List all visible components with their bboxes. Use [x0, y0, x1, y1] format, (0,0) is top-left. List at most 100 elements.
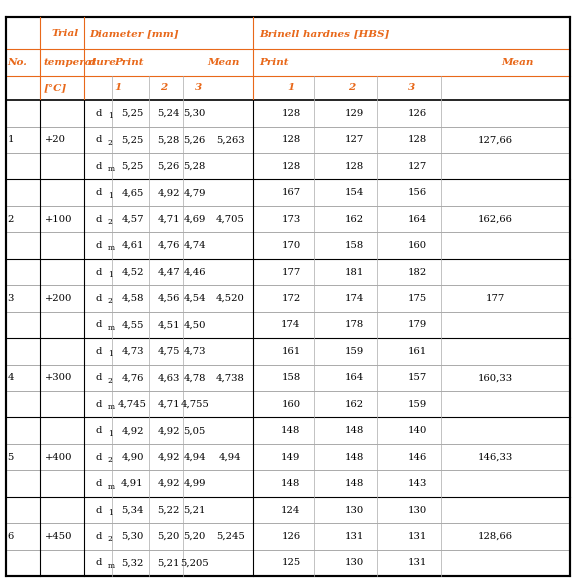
Text: 156: 156	[408, 188, 427, 197]
Text: 2: 2	[161, 83, 168, 93]
Text: 157: 157	[408, 373, 427, 382]
Text: 2: 2	[108, 139, 112, 147]
Text: 4,55: 4,55	[121, 321, 144, 329]
Text: 5,245: 5,245	[216, 532, 245, 541]
Text: 1: 1	[115, 83, 122, 93]
Text: 130: 130	[344, 559, 364, 567]
Text: 5,26: 5,26	[184, 135, 206, 144]
Text: 161: 161	[281, 347, 301, 356]
Text: 4,51: 4,51	[157, 321, 180, 329]
Text: 5: 5	[7, 453, 14, 462]
Text: 4,69: 4,69	[184, 215, 206, 223]
Text: d: d	[95, 162, 101, 171]
Text: 5,21: 5,21	[157, 559, 180, 567]
Text: 4,755: 4,755	[180, 400, 209, 409]
Text: 5,34: 5,34	[121, 506, 144, 514]
Text: 2: 2	[7, 215, 14, 223]
Text: d: d	[95, 559, 101, 567]
Text: 4,52: 4,52	[121, 268, 144, 276]
Text: Mean: Mean	[501, 58, 533, 67]
Text: d: d	[95, 373, 101, 382]
Text: 130: 130	[344, 506, 364, 514]
Text: 128: 128	[281, 109, 301, 118]
Text: 148: 148	[344, 453, 364, 462]
Text: Diameter [mm]: Diameter [mm]	[89, 29, 179, 38]
Text: 3: 3	[195, 83, 202, 93]
Text: 131: 131	[344, 532, 364, 541]
Text: 4,58: 4,58	[121, 294, 144, 303]
Text: 3: 3	[7, 294, 14, 303]
Text: 148: 148	[344, 479, 364, 488]
Text: 5,25: 5,25	[122, 109, 143, 118]
Text: 2: 2	[108, 377, 112, 385]
Text: d: d	[95, 268, 101, 276]
Text: 124: 124	[281, 506, 301, 514]
Text: 4,92: 4,92	[157, 426, 180, 435]
Text: 4: 4	[7, 373, 14, 382]
Text: 127: 127	[344, 135, 364, 144]
Text: 159: 159	[344, 347, 364, 356]
Text: 1: 1	[108, 509, 112, 517]
Text: +200: +200	[45, 294, 73, 303]
Text: 178: 178	[344, 321, 364, 329]
Text: 2: 2	[108, 297, 112, 306]
Text: 4,76: 4,76	[158, 241, 180, 250]
Text: 129: 129	[344, 109, 364, 118]
Text: d: d	[95, 479, 101, 488]
Text: 182: 182	[408, 268, 427, 276]
Text: d: d	[95, 321, 101, 329]
Text: 159: 159	[408, 400, 427, 409]
Text: 4,745: 4,745	[118, 400, 147, 409]
Text: 1: 1	[108, 430, 112, 438]
Text: 146: 146	[408, 453, 427, 462]
Text: 4,75: 4,75	[157, 347, 180, 356]
Text: 177: 177	[486, 294, 505, 303]
Text: 127: 127	[408, 162, 427, 171]
Text: d: d	[89, 58, 97, 67]
Text: 1: 1	[108, 112, 112, 120]
Text: +20: +20	[45, 135, 66, 144]
Text: 128: 128	[281, 135, 301, 144]
Text: 4,74: 4,74	[183, 241, 206, 250]
Text: 5,263: 5,263	[216, 135, 245, 144]
Text: 2: 2	[108, 218, 112, 226]
Text: 4,50: 4,50	[183, 321, 206, 329]
Text: 5,05: 5,05	[184, 426, 206, 435]
Text: 4,92: 4,92	[157, 453, 180, 462]
Text: 174: 174	[344, 294, 364, 303]
Text: 162: 162	[344, 400, 364, 409]
Text: 5,21: 5,21	[183, 506, 206, 514]
Text: 160,33: 160,33	[478, 373, 513, 382]
Text: 5,30: 5,30	[184, 109, 206, 118]
Text: 4,46: 4,46	[183, 268, 206, 276]
Text: 167: 167	[281, 188, 301, 197]
Text: d: d	[95, 506, 101, 514]
Text: 4,54: 4,54	[183, 294, 206, 303]
Text: Brinell hardnes [HBS]: Brinell hardnes [HBS]	[259, 29, 389, 38]
Text: 6: 6	[7, 532, 14, 541]
Text: d: d	[95, 532, 101, 541]
Text: 5,25: 5,25	[122, 162, 143, 171]
Text: 4,90: 4,90	[121, 453, 144, 462]
Text: 158: 158	[281, 373, 301, 382]
Text: d: d	[95, 215, 101, 223]
Text: m: m	[108, 165, 115, 173]
Text: 160: 160	[408, 241, 427, 250]
Text: 4,92: 4,92	[157, 479, 180, 488]
Text: 4,78: 4,78	[183, 373, 206, 382]
Text: 5,22: 5,22	[158, 506, 180, 514]
Text: 2: 2	[348, 83, 355, 93]
Text: 5,32: 5,32	[122, 559, 143, 567]
Text: d: d	[95, 453, 101, 462]
Text: d: d	[95, 294, 101, 303]
Text: 130: 130	[408, 506, 427, 514]
Text: +400: +400	[45, 453, 73, 462]
Text: 1: 1	[108, 271, 112, 279]
Text: m: m	[108, 244, 115, 253]
Text: 5,20: 5,20	[158, 532, 180, 541]
Text: 4,71: 4,71	[157, 215, 180, 223]
Text: temperature: temperature	[43, 58, 116, 67]
Text: 1: 1	[108, 191, 112, 200]
Text: [°C]: [°C]	[43, 83, 66, 93]
Text: 4,79: 4,79	[183, 188, 206, 197]
